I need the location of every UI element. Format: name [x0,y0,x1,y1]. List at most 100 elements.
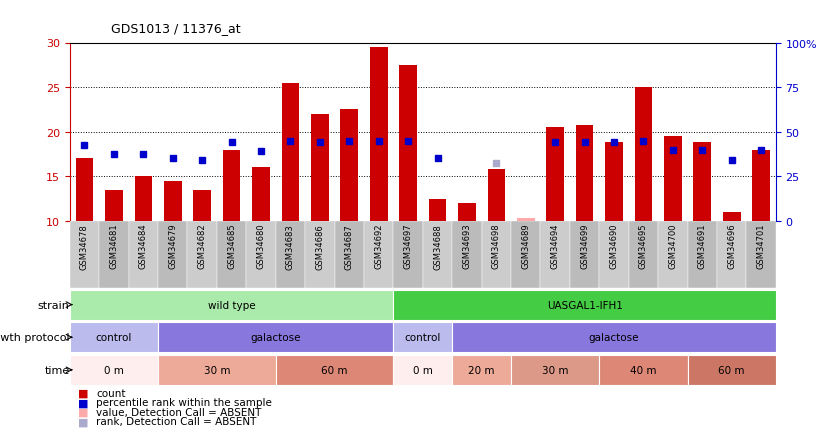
Text: GSM34701: GSM34701 [757,224,766,269]
Text: 0 m: 0 m [104,365,124,375]
Text: GSM34686: GSM34686 [315,224,324,269]
Text: GSM34698: GSM34698 [492,224,501,269]
Bar [511,221,540,289]
Text: GSM34681: GSM34681 [109,224,118,269]
Bar [605,143,623,221]
Bar [717,221,746,289]
Bar [599,355,688,385]
Text: ■: ■ [78,398,89,407]
Bar [752,150,770,221]
Bar [311,115,328,221]
Text: growth protocol: growth protocol [0,332,70,342]
Bar [488,170,505,221]
Bar [187,221,217,289]
Bar [517,219,534,221]
Bar [70,322,158,352]
Bar [76,159,94,221]
Text: galactose: galactose [589,332,640,342]
Bar [70,290,393,320]
Bar [276,355,393,385]
Text: GDS1013 / 11376_at: GDS1013 / 11376_at [111,22,241,35]
Text: GSM34700: GSM34700 [668,224,677,269]
Bar [452,355,511,385]
Bar [305,221,335,289]
Text: UASGAL1-IFH1: UASGAL1-IFH1 [547,300,622,310]
Bar [99,221,129,289]
Bar [105,190,123,221]
Text: GSM34684: GSM34684 [139,224,148,269]
Bar [393,355,452,385]
Bar [335,221,364,289]
Text: strain: strain [38,300,70,310]
Bar [458,204,476,221]
Bar [393,290,776,320]
Bar [158,322,393,352]
Bar [70,221,99,289]
Bar [70,355,158,385]
Bar [511,355,599,385]
Text: control: control [405,332,441,342]
Text: GSM34697: GSM34697 [404,224,413,269]
Bar [194,190,211,221]
Bar [364,221,393,289]
Text: time: time [44,365,70,375]
Text: GSM34692: GSM34692 [374,224,383,269]
Text: 40 m: 40 m [631,365,657,375]
Bar [369,48,388,221]
Bar [158,221,187,289]
Bar [482,221,511,289]
Text: percentile rank within the sample: percentile rank within the sample [96,398,272,407]
Text: control: control [96,332,132,342]
Text: GSM34682: GSM34682 [198,224,207,269]
Text: 60 m: 60 m [321,365,348,375]
Text: ■: ■ [78,388,89,398]
Bar [423,221,452,289]
Text: GSM34683: GSM34683 [286,224,295,269]
Text: 60 m: 60 m [718,365,745,375]
Text: 20 m: 20 m [469,365,495,375]
Bar [341,110,358,221]
Text: GSM34679: GSM34679 [168,224,177,269]
Bar [222,150,241,221]
Text: GSM34685: GSM34685 [227,224,236,269]
Text: 0 m: 0 m [413,365,433,375]
Text: value, Detection Call = ABSENT: value, Detection Call = ABSENT [96,407,261,417]
Text: GSM34691: GSM34691 [698,224,707,269]
Bar [629,221,658,289]
Bar [694,143,711,221]
Bar [688,221,717,289]
Text: GSM34690: GSM34690 [609,224,618,269]
Bar [276,221,305,289]
Bar [429,199,447,221]
Bar [746,221,776,289]
Text: GSM34699: GSM34699 [580,224,589,269]
Text: ■: ■ [78,407,89,417]
Text: GSM34680: GSM34680 [256,224,265,269]
Bar [635,88,653,221]
Bar [688,355,776,385]
Text: GSM34689: GSM34689 [521,224,530,269]
Bar [158,355,276,385]
Bar [393,221,423,289]
Bar [129,221,158,289]
Bar [570,221,599,289]
Bar [547,128,564,221]
Bar [135,177,152,221]
Text: galactose: galactose [250,332,301,342]
Bar [246,221,276,289]
Bar [217,221,246,289]
Text: GSM34688: GSM34688 [433,224,442,269]
Bar [282,83,300,221]
Bar [576,125,594,221]
Text: 30 m: 30 m [204,365,230,375]
Text: 30 m: 30 m [542,365,568,375]
Text: GSM34687: GSM34687 [345,224,354,269]
Bar [252,168,270,221]
Text: GSM34695: GSM34695 [639,224,648,269]
Text: rank, Detection Call = ABSENT: rank, Detection Call = ABSENT [96,417,256,426]
Text: wild type: wild type [208,300,255,310]
Text: GSM34678: GSM34678 [80,224,89,269]
Text: GSM34696: GSM34696 [727,224,736,269]
Text: ■: ■ [78,417,89,426]
Bar [393,322,452,352]
